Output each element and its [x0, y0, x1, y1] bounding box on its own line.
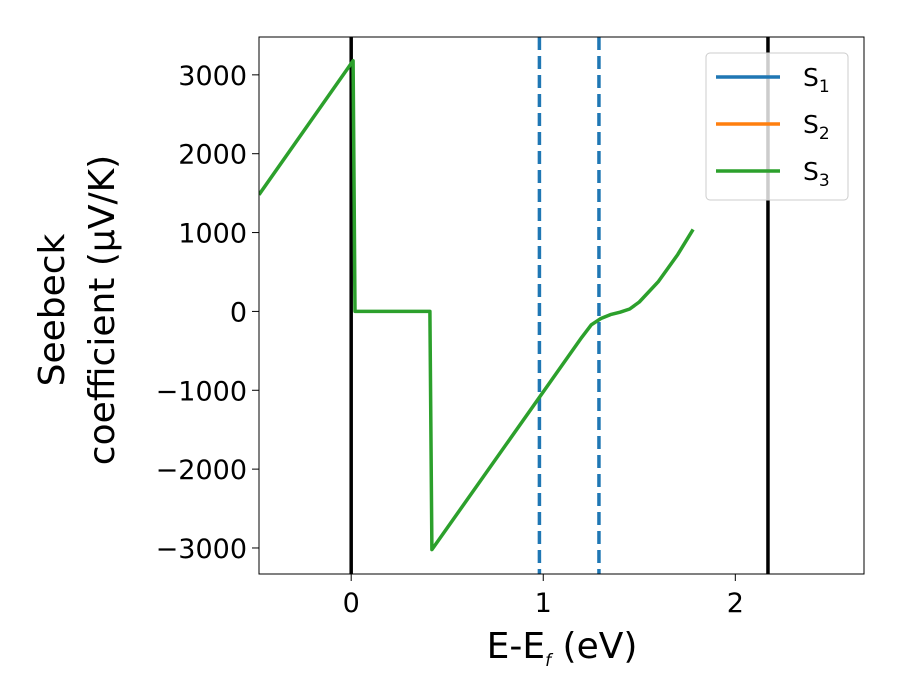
plot-area — [259, 37, 770, 574]
plot-frame — [258, 36, 865, 575]
y-tick-label-0: 3000 — [178, 61, 247, 92]
y-tick-label-1: 2000 — [178, 140, 247, 171]
y-tick-label-4: −1000 — [156, 376, 247, 407]
y-tick-label-2: 1000 — [178, 219, 247, 250]
series-line-S3 — [259, 58, 695, 552]
y-axis-title-line1: Seebeck — [32, 233, 73, 386]
y-tick-label-6: −3000 — [156, 534, 247, 565]
legend: S1 S2 S3 — [705, 52, 849, 201]
legend-label-S2: S2 — [803, 110, 830, 144]
y-axis-title-line2: coefficient (μV/K) — [82, 155, 123, 465]
legend-label-S3: S3 — [803, 157, 830, 191]
y-tick-label-3: 0 — [230, 297, 247, 328]
axes: 0 1 2 3000 2000 1000 0 −1000 −2000 −3000 — [156, 61, 744, 619]
x-tick-label-1: 1 — [535, 588, 552, 619]
x-tick-label-2: 2 — [727, 588, 744, 619]
legend-frame — [705, 52, 849, 201]
x-tick-label-0: 0 — [343, 588, 360, 619]
legend-label-S1: S1 — [803, 63, 830, 97]
x-axis-title: E-Ef (eV) — [487, 626, 638, 671]
y-tick-label-5: −2000 — [156, 455, 247, 486]
y-axis-title: Seebeck coefficient (μV/K) — [32, 155, 123, 465]
